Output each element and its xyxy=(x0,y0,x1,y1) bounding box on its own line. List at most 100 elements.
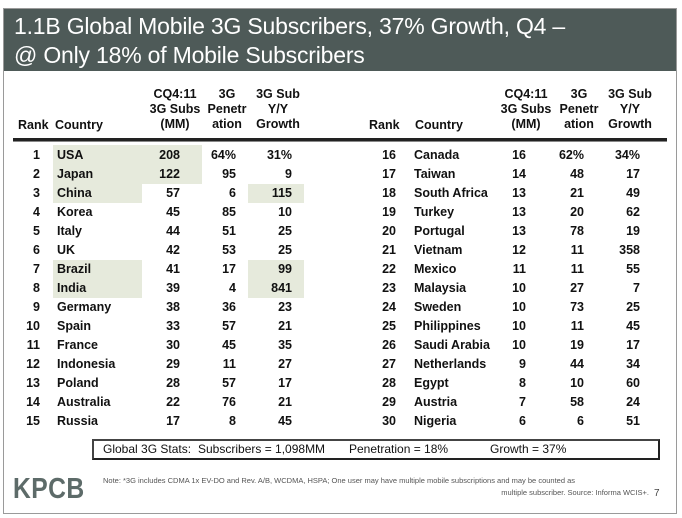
table-row: 6 UK 42 53 25 xyxy=(0,241,682,260)
cell-pen: 53 xyxy=(222,243,236,257)
highlight-top3-country xyxy=(53,145,142,203)
cell-country: Egypt xyxy=(414,376,449,390)
cell-growth: 21 xyxy=(278,319,292,333)
cell-growth: 55 xyxy=(626,262,640,276)
cell-pen: 6 xyxy=(229,186,236,200)
cell-country: Korea xyxy=(57,205,93,219)
cell-subs: 13 xyxy=(512,205,526,219)
cell-subs: 13 xyxy=(512,186,526,200)
cell-country: Sweden xyxy=(414,300,462,314)
cell-country: UK xyxy=(57,243,76,257)
cell-country: Italy xyxy=(57,224,83,238)
table-row: 14 Australia 22 76 21 xyxy=(0,393,682,412)
table-row: 9 Germany 38 36 23 xyxy=(0,298,682,317)
cell-rank: 14 xyxy=(26,395,40,409)
cell-subs: 33 xyxy=(166,319,180,333)
cell-subs: 41 xyxy=(166,262,180,276)
cell-pen: 57 xyxy=(222,376,236,390)
cell-rank: 6 xyxy=(33,243,40,257)
cell-rank: 8 xyxy=(33,281,40,295)
cell-growth: 115 xyxy=(271,186,292,200)
cell-country: Philippines xyxy=(414,319,481,333)
cell-subs: 45 xyxy=(166,205,180,219)
cell-pen: 36 xyxy=(222,300,236,314)
title-line-1: 1.1B Global Mobile 3G Subscribers, 37% G… xyxy=(14,13,566,39)
cell-subs: 8 xyxy=(519,376,526,390)
cell-growth: 25 xyxy=(278,224,292,238)
cell-rank: 21 xyxy=(382,243,396,257)
table-row: 28 Egypt 8 10 60 xyxy=(0,374,682,393)
table-row: 26 Saudi Arabia 10 19 17 xyxy=(0,336,682,355)
table-row: 8 India 39 4 841 xyxy=(0,279,682,298)
cell-growth: 25 xyxy=(278,243,292,257)
table-row: 18 South Africa 13 21 49 xyxy=(0,184,682,203)
cell-growth: 25 xyxy=(626,300,640,314)
cell-pen: 8 xyxy=(229,414,236,428)
cell-country: China xyxy=(57,186,92,200)
cell-rank: 5 xyxy=(33,224,40,238)
highlight-china-growth xyxy=(248,184,304,203)
table-row: 20 Portugal 13 78 19 xyxy=(0,222,682,241)
cell-rank: 30 xyxy=(382,414,396,428)
cell-subs: 42 xyxy=(166,243,180,257)
cell-growth: 45 xyxy=(626,319,640,333)
cell-growth: 21 xyxy=(278,395,292,409)
cell-growth: 17 xyxy=(278,376,292,390)
cell-subs: 38 xyxy=(166,300,180,314)
table-row: 11 France 30 45 35 xyxy=(0,336,682,355)
header-subs-right: CQ4:11 3G Subs (MM) xyxy=(500,87,552,131)
cell-pen: 78 xyxy=(570,224,584,238)
cell-subs: 14 xyxy=(512,167,526,181)
header-country-right: Country xyxy=(415,118,463,132)
cell-country: Taiwan xyxy=(414,167,456,181)
cell-rank: 11 xyxy=(26,338,40,352)
cell-pen: 58 xyxy=(570,395,584,409)
global-stats-box: Global 3G Stats: Subscribers = 1,098MM P… xyxy=(92,439,660,460)
kpcb-logo: KPCB xyxy=(13,473,85,505)
cell-pen: 11 xyxy=(222,357,236,371)
cell-country: USA xyxy=(57,148,84,162)
footnote: Note: *3G includes CDMA 1x EV-DO and Rev… xyxy=(103,475,649,499)
cell-growth: 27 xyxy=(278,357,292,371)
cell-rank: 2 xyxy=(33,167,40,181)
cell-pen: 11 xyxy=(570,262,584,276)
cell-rank: 7 xyxy=(33,262,40,276)
cell-subs: 9 xyxy=(519,357,526,371)
cell-growth: 17 xyxy=(626,338,640,352)
cell-rank: 28 xyxy=(382,376,396,390)
cell-subs: 57 xyxy=(166,186,180,200)
cell-country: Indonesia xyxy=(57,357,116,371)
cell-pen: 85 xyxy=(222,205,236,219)
cell-country: Spain xyxy=(57,319,92,333)
cell-growth: 358 xyxy=(619,243,640,257)
cell-country: India xyxy=(57,281,87,295)
footnote-line-2: multiple subscriber. Source: Informa WCI… xyxy=(501,488,649,497)
cell-country: Netherlands xyxy=(414,357,487,371)
table-row: 17 Taiwan 14 48 17 xyxy=(0,165,682,184)
cell-country: Austria xyxy=(414,395,458,409)
cell-growth: 841 xyxy=(271,281,292,295)
cell-country: Vietnam xyxy=(414,243,463,257)
cell-rank: 20 xyxy=(382,224,396,238)
table-row: 16 Canada 16 62% 34% xyxy=(0,146,682,165)
cell-rank: 25 xyxy=(382,319,396,333)
cell-country: Nigeria xyxy=(414,414,457,428)
cell-rank: 12 xyxy=(26,357,40,371)
cell-subs: 122 xyxy=(159,167,180,181)
cell-rank: 24 xyxy=(382,300,396,314)
cell-pen: 20 xyxy=(570,205,584,219)
cell-country: Australia xyxy=(57,395,111,409)
table-row: 27 Netherlands 9 44 34 xyxy=(0,355,682,374)
cell-growth: 49 xyxy=(626,186,640,200)
cell-country: Malaysia xyxy=(414,281,467,295)
cell-growth: 23 xyxy=(278,300,292,314)
cell-pen: 11 xyxy=(570,319,584,333)
cell-pen: 27 xyxy=(570,281,584,295)
table-row: 23 Malaysia 10 27 7 xyxy=(0,279,682,298)
cell-pen: 95 xyxy=(222,167,236,181)
cell-subs: 17 xyxy=(166,414,180,428)
cell-country: Mexico xyxy=(414,262,457,276)
cell-pen: 62% xyxy=(558,148,584,162)
slide-title: 1.1B Global Mobile 3G Subscribers, 37% G… xyxy=(4,9,676,71)
cell-growth: 7 xyxy=(633,281,640,295)
